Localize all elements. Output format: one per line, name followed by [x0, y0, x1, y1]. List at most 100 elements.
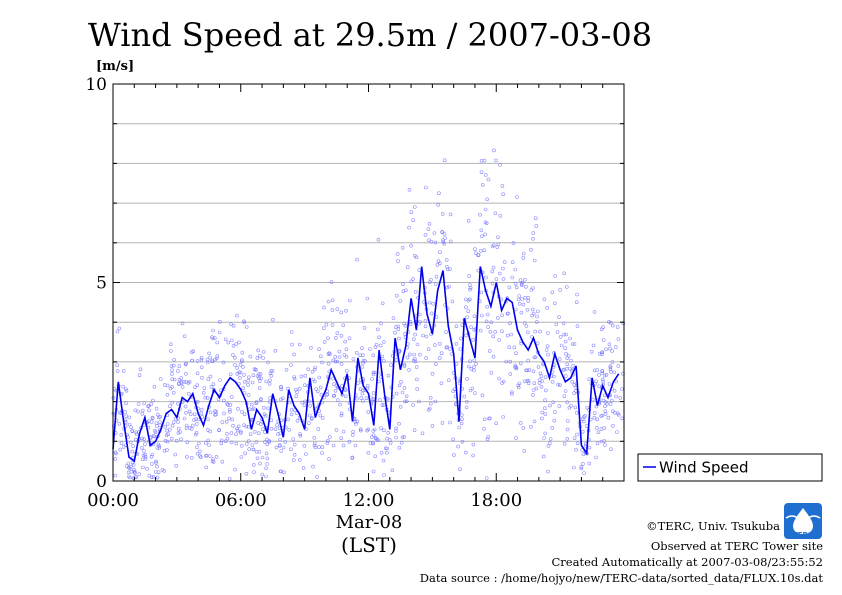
wind-sample-point [230, 395, 234, 399]
grid-lines [113, 123, 624, 442]
wind-sample-point [131, 444, 135, 448]
wind-sample-point [614, 430, 619, 434]
wind-sample-point [595, 417, 600, 422]
wind-sample-point [134, 437, 138, 442]
wind-sample-point [240, 358, 244, 362]
wind-sample-point [552, 410, 557, 414]
wind-sample-point [581, 462, 585, 466]
terc-logo: TERC [784, 503, 822, 539]
wind-sample-point [281, 445, 286, 450]
wind-sample-point [610, 349, 615, 353]
wind-sample-point [241, 365, 245, 369]
wind-sample-point [445, 345, 450, 349]
wind-sample-point [514, 436, 518, 440]
wind-sample-point [162, 469, 166, 473]
wind-sample-point [434, 274, 439, 279]
wind-sample-point [568, 336, 572, 341]
wind-sample-point [448, 347, 452, 351]
wind-sample-point [487, 416, 492, 421]
wind-sample-point [215, 356, 219, 361]
wind-sample-point [393, 325, 398, 329]
wind-sample-point [393, 429, 398, 433]
wind-sample-point [575, 292, 579, 297]
wind-sample-point [382, 340, 386, 344]
wind-sample-point [371, 429, 376, 433]
wind-sample-point [489, 370, 494, 375]
wind-sample-point [331, 394, 336, 398]
wind-sample-point [344, 347, 349, 352]
wind-sample-point [150, 416, 155, 421]
wind-sample-point [432, 343, 437, 347]
x-tick-label: 06:00 [215, 490, 267, 511]
wind-sample-point [320, 451, 324, 455]
wind-sample-point [258, 461, 262, 466]
wind-sample-point [115, 329, 120, 334]
wind-sample-point [511, 241, 516, 245]
wind-sample-point [420, 431, 425, 436]
wind-sample-point [229, 440, 234, 445]
wind-sample-point [339, 333, 344, 338]
wind-sample-point [510, 392, 514, 396]
wind-sample-point [543, 375, 548, 380]
wind-sample-point [380, 301, 385, 306]
wind-sample-point [445, 285, 450, 290]
wind-sample-point [385, 436, 389, 441]
wind-sample-point [228, 403, 233, 407]
wind-sample-point [358, 387, 363, 392]
wind-sample-point [227, 407, 232, 412]
wind-sample-point [174, 438, 179, 443]
wind-sample-point [491, 243, 496, 248]
wind-sample-point [526, 330, 530, 335]
wind-sample-point [303, 399, 307, 404]
wind-sample-point [483, 232, 487, 237]
wind-sample-point [279, 469, 283, 474]
wind-sample-point [437, 191, 441, 195]
wind-sample-point [257, 379, 262, 383]
wind-sample-point [424, 356, 428, 360]
wind-sample-point [510, 275, 515, 280]
wind-sample-point [335, 398, 340, 402]
wind-sample-point [599, 439, 604, 444]
wind-sample-point [600, 352, 604, 357]
wind-sample-point [521, 302, 526, 307]
wind-sample-point [614, 394, 618, 399]
wind-sample-point [592, 368, 597, 373]
wind-sample-point [441, 240, 446, 244]
y-tick-label: 0 [96, 472, 107, 492]
wind-sample-point [163, 424, 168, 429]
wind-sample-point [391, 316, 396, 320]
wind-sample-point [377, 398, 382, 402]
wind-sample-point [195, 422, 199, 426]
wind-sample-point [521, 251, 526, 256]
wind-sample-point [358, 427, 363, 432]
wind-sample-point [152, 384, 157, 389]
wind-sample-point [579, 465, 584, 469]
wind-sample-point [563, 389, 568, 393]
wind-sample-point [452, 453, 456, 457]
wind-sample-point [545, 305, 550, 310]
wind-sample-point [377, 335, 381, 340]
wind-sample-point [195, 451, 200, 456]
wind-sample-point [521, 256, 526, 260]
wind-sample-point [250, 443, 255, 447]
wind-sample-point [562, 394, 567, 399]
wind-sample-point [209, 384, 214, 389]
wind-sample-point [171, 420, 176, 425]
wind-sample-point [486, 177, 491, 182]
wind-speed-line [112, 266, 620, 463]
wind-sample-point [376, 237, 381, 242]
footer-created: Created Automatically at 2007-03-08/23:5… [552, 555, 824, 569]
wind-sample-point [408, 322, 413, 327]
wind-sample-point [292, 442, 297, 447]
wind-sample-point [127, 415, 132, 420]
wind-sample-point [337, 349, 342, 354]
wind-sample-point [343, 339, 348, 344]
wind-sample-point [532, 381, 537, 386]
wind-sample-point [214, 454, 219, 459]
wind-sample-point [464, 333, 469, 338]
wind-sample-point [265, 462, 269, 466]
wind-sample-point [184, 361, 188, 366]
wind-sample-point [303, 373, 308, 378]
wind-sample-point [331, 443, 336, 448]
wind-sample-point [325, 441, 330, 445]
